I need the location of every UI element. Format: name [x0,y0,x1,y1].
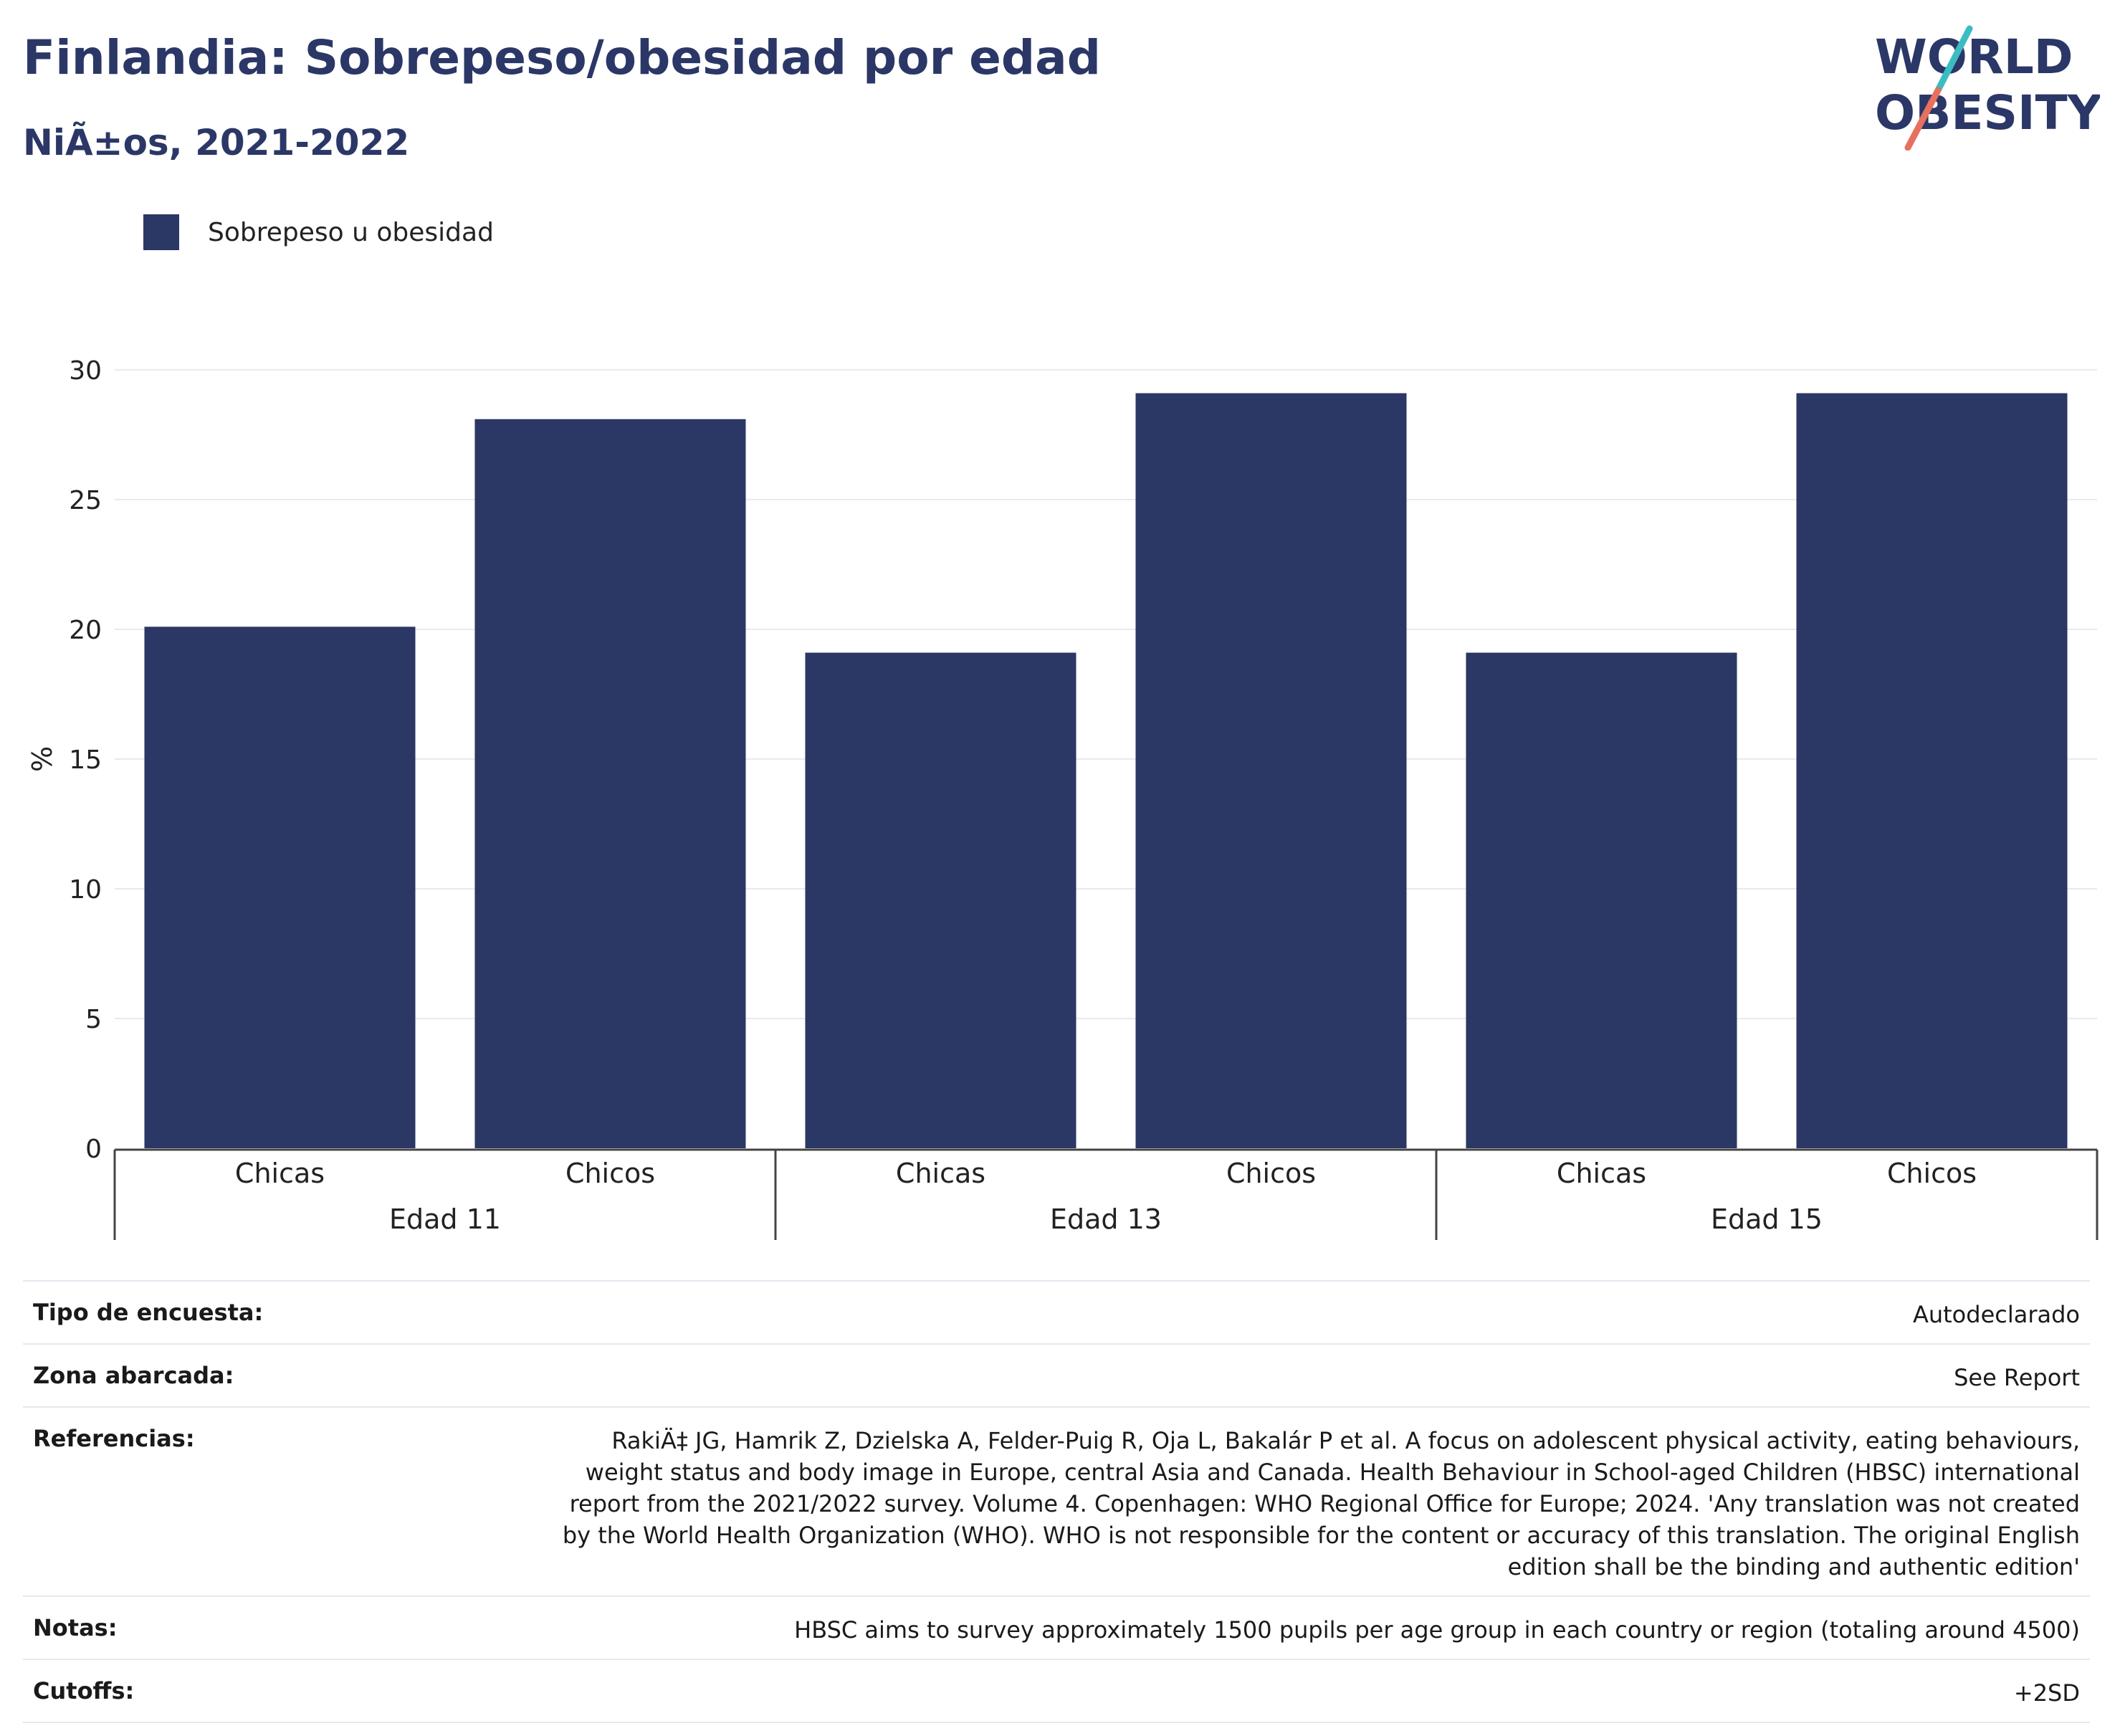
bar-chicas [1466,652,1737,1148]
bar-chart: 0 5 10 15 20 25 30% Chicas Chicos Edad 11 Chicas Ch… [27,356,2098,1240]
y-tick-label: 30 [69,356,102,386]
bar-chicos [1796,393,2068,1148]
x-tick-label: Chicos [1226,1158,1316,1189]
info-key: Referencias: [33,1425,195,1452]
info-value: HBSC aims to survey approximately 1500 p… [794,1616,2080,1644]
logo-text-obesity: OBESITY [1875,85,2100,140]
info-table: Tipo de encuesta: Autodeclarado Zona abarc… [23,1280,2090,1723]
y-tick-label: 5 [85,1005,102,1034]
info-key: Cutoffs: [33,1677,135,1704]
y-axis-label: % [27,746,58,772]
y-tick-label: 25 [69,486,102,515]
x-tick-label: Chicas [1557,1158,1646,1189]
bar-chicos [1135,393,1407,1148]
info-value: RakiÄ‡ JG, Hamrik Z, Dzielska A, Felder-… [562,1427,2080,1580]
logo-slash-teal [1934,25,1973,94]
x-tick-label: Chicas [235,1158,325,1189]
logo-text-world: WORLD [1875,29,2073,85]
info-row: Cutoffs: +2SD [23,1659,2090,1723]
bar-chicas [144,626,416,1148]
y-tick-label: 10 [69,875,102,905]
y-tick-label: 15 [69,745,102,775]
info-row: Notas: HBSC aims to survey approximately … [23,1596,2090,1659]
chart-subtitle: NiÃ±os, 2021-2022 [23,122,410,163]
info-key: Notas: [33,1614,118,1641]
legend[interactable]: Sobrepeso u obesidad [143,212,494,252]
bar-chicas [805,652,1076,1148]
legend-label: Sobrepeso u obesidad [208,217,494,247]
group-label: Edad 11 [389,1203,501,1235]
info-key: Zona abarcada: [33,1362,234,1389]
x-tick-label: Chicos [565,1158,655,1189]
info-row: Referencias: RakiÄ‡ JG, Hamrik Z, Dzielsk… [23,1406,2090,1596]
bar-chicos [474,419,746,1148]
chart-title: Finlandia: Sobrepeso/obesidad por edad [23,30,1101,85]
info-row: Tipo de encuesta: Autodeclarado [23,1280,2090,1343]
info-row: Zona abarcada: See Report [23,1343,2090,1406]
x-tick-label: Chicas [896,1158,985,1189]
info-key: Tipo de encuesta: [33,1299,264,1326]
group-label: Edad 15 [1711,1203,1823,1235]
y-tick-label: 0 [85,1135,102,1164]
world-obesity-logo: WORLD OBESITY [1875,25,2100,151]
group-label: Edad 13 [1050,1203,1162,1235]
info-value: See Report [1954,1364,2080,1391]
logo-slash-coral [1904,87,1942,151]
x-tick-label: Chicos [1887,1158,1977,1189]
info-value: +2SD [2013,1679,2080,1707]
info-value: Autodeclarado [1912,1301,2080,1328]
y-tick-label: 20 [69,616,102,645]
legend-swatch [143,214,179,250]
